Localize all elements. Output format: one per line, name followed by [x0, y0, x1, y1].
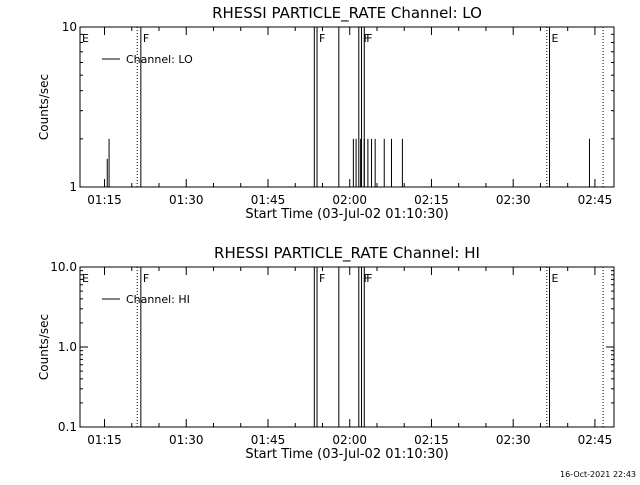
panel1-y-tick-label: 10: [62, 20, 77, 34]
panel1-flag-marker-label: F: [364, 32, 370, 45]
panel1-x-tick-label: 02:00: [332, 193, 367, 207]
panel2-flag-marker-label: F: [319, 272, 325, 285]
panel2-x-tick-label: 02:45: [578, 433, 613, 447]
panel1-flag-marker-label: F: [143, 32, 149, 45]
panel2-flag-marker-label: F: [364, 272, 370, 285]
panel2-x-tick-label: 01:45: [251, 433, 286, 447]
panel2-legend-label: Channel: HI: [126, 293, 190, 306]
panel2-x-tick-label: 01:30: [169, 433, 204, 447]
panel1-x-axis-label: Start Time (03-Jul-02 01:10:30): [245, 207, 448, 222]
panel2-x-tick-label: 02:30: [496, 433, 531, 447]
panel1-flag-marker-label: F: [366, 32, 372, 45]
panel1-x-tick-label: 01:45: [251, 193, 286, 207]
panel2-y-axis-label: Counts/sec: [37, 314, 51, 380]
panel1-x-tick-label: 02:15: [414, 193, 449, 207]
panel2-y-tick-label: 0.1: [58, 420, 77, 434]
panel1-flag-marker-label: F: [319, 32, 325, 45]
panel2-y-tick-label: 10.0: [50, 260, 77, 274]
panel1-x-tick-label: 01:15: [87, 193, 122, 207]
panel2-y-tick-label: 1.0: [58, 340, 77, 354]
panel1-y-axis-label: Counts/sec: [37, 74, 51, 140]
panel1-flag-marker-label: E: [552, 32, 559, 45]
panel1-legend-label: Channel: LO: [126, 53, 193, 66]
panel2-x-axis-label: Start Time (03-Jul-02 01:10:30): [245, 447, 448, 462]
panel1-x-tick-label: 01:30: [169, 193, 204, 207]
panel2-flag-marker-label: E: [552, 272, 559, 285]
panel1-flag-marker-label: E: [82, 32, 89, 45]
panel1-x-tick-label: 02:30: [496, 193, 531, 207]
panel2-x-tick-label: 02:15: [414, 433, 449, 447]
panel2-flag-marker-label: F: [366, 272, 372, 285]
panel1-axes-frame: [79, 26, 615, 188]
panel2-flag-marker-label: F: [143, 272, 149, 285]
panel1-y-tick-label: 1: [69, 180, 77, 194]
panel2-x-tick-label: 01:15: [87, 433, 122, 447]
panel1-x-tick-label: 02:45: [578, 193, 613, 207]
panel1-chart-title: RHESSI PARTICLE_RATE Channel: LO: [212, 4, 482, 23]
footer-timestamp: 16-Oct-2021 22:43: [560, 470, 636, 479]
panel2-x-tick-label: 02:00: [332, 433, 367, 447]
panel2-chart-title: RHESSI PARTICLE_RATE Channel: HI: [214, 244, 480, 263]
panel2-flag-marker-label: E: [82, 272, 89, 285]
